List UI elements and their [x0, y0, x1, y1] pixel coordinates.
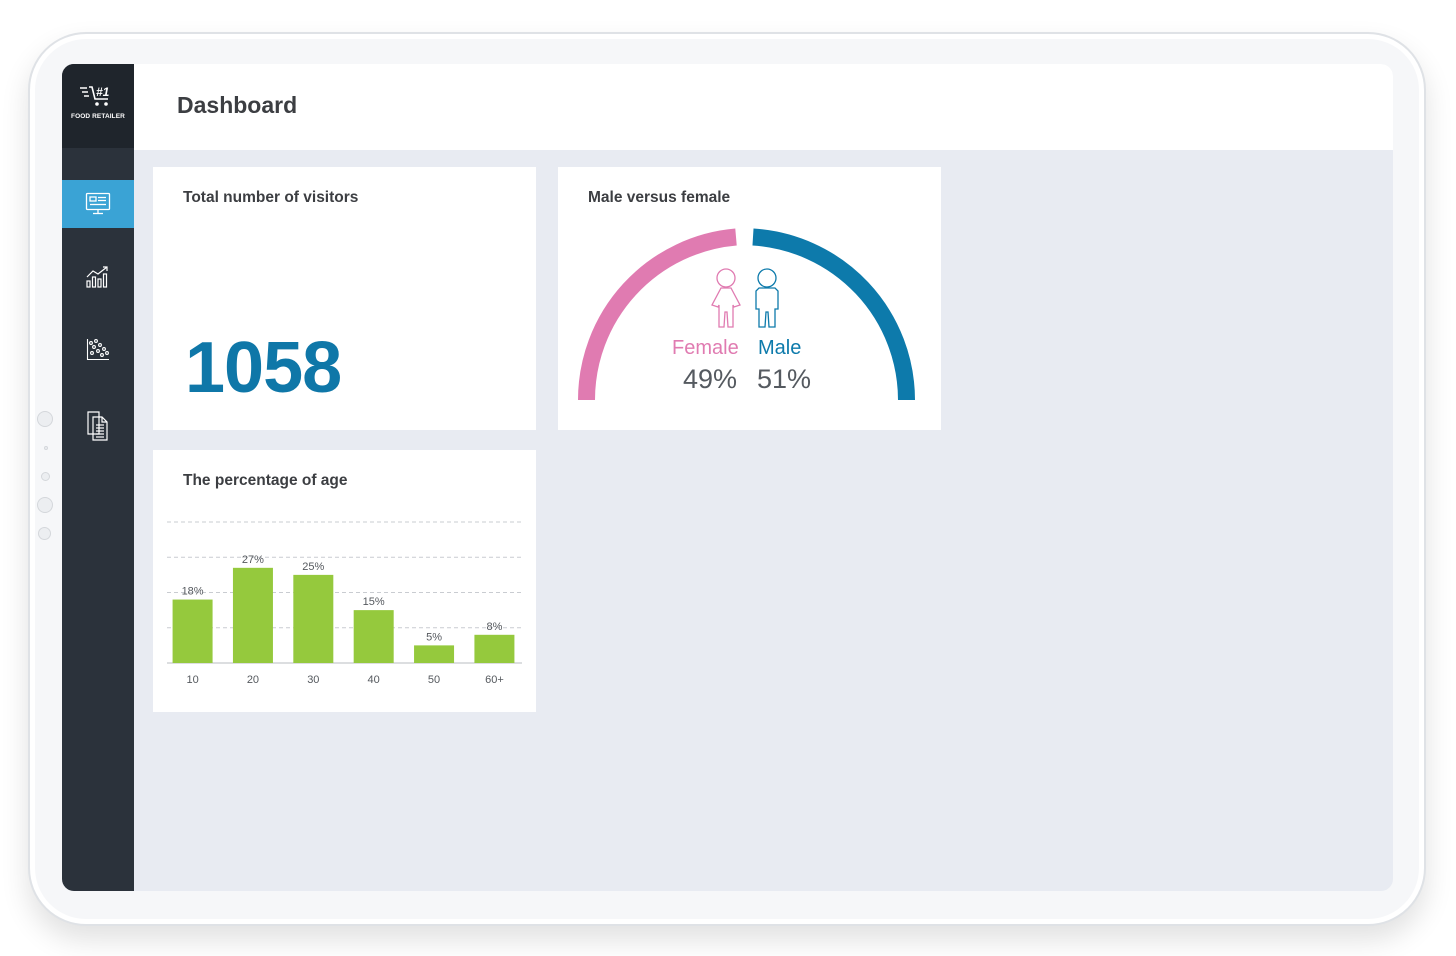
bar[interactable] — [232, 567, 273, 663]
male-label: Male — [758, 337, 802, 359]
x-tick-label: 20 — [247, 674, 259, 686]
tablet-side-button — [38, 527, 51, 540]
bar-value-label: 5% — [426, 631, 442, 643]
gender-gauge — [578, 228, 915, 401]
cart-icon: #1 — [80, 85, 110, 106]
x-tick-label: 50 — [428, 674, 440, 686]
tablet-side-button — [41, 472, 50, 481]
female-percent: 49% — [683, 364, 738, 394]
age-bar-chart: 18% 10 27% 20 25% 30 15% 40 5% 50 8% 60+ — [167, 521, 522, 686]
bar-value-label: 8% — [486, 621, 502, 633]
bar-value-label: 18% — [182, 586, 204, 598]
visitors-count: 1058 — [185, 328, 342, 408]
visitors-card: Total number of visitors 1058 — [153, 167, 536, 430]
logo-text: FOOD RETAILER — [71, 113, 125, 120]
bar-value-label: 27% — [242, 554, 264, 566]
card-title: The percentage of age — [183, 472, 348, 489]
tablet-side-button — [37, 411, 53, 427]
male-arc — [752, 228, 915, 401]
x-tick-label: 30 — [307, 674, 319, 686]
documents-icon — [87, 411, 108, 441]
dashboard-monitor-icon — [85, 192, 111, 215]
age-card: The percentage of age 18% 10 27% 20 25% 30 15%… — [153, 450, 536, 712]
bar[interactable] — [353, 610, 394, 663]
bar[interactable] — [414, 645, 455, 663]
header: Dashboard — [134, 64, 1393, 150]
scatter-plot-icon — [86, 339, 109, 361]
x-tick-label: 40 — [368, 674, 380, 686]
card-title: Total number of visitors — [183, 189, 359, 206]
svg-text:#1: #1 — [96, 85, 110, 99]
x-tick-label: 10 — [186, 674, 198, 686]
sidebar-item-reports[interactable] — [62, 402, 134, 450]
sidebar-item-analytics[interactable] — [62, 253, 134, 301]
female-icon — [711, 268, 741, 328]
bar[interactable] — [474, 634, 515, 663]
female-label: Female — [672, 337, 739, 359]
bar[interactable] — [172, 599, 213, 663]
male-icon — [755, 268, 779, 328]
sidebar-item-scatter[interactable] — [62, 326, 134, 374]
x-tick-label: 60+ — [485, 674, 504, 686]
bar[interactable] — [293, 574, 334, 663]
app-screen: #1 FOOD RETAILER — [62, 64, 1393, 891]
female-arc — [578, 228, 737, 401]
logo[interactable]: #1 FOOD RETAILER — [62, 64, 134, 148]
bar-chart-icon — [86, 266, 108, 288]
sidebar-item-dashboard[interactable] — [62, 180, 134, 228]
tablet-side-button — [37, 497, 53, 513]
card-title: Male versus female — [588, 189, 731, 206]
bar-value-label: 15% — [363, 596, 385, 608]
sidebar: #1 FOOD RETAILER — [62, 64, 134, 891]
page-title: Dashboard — [177, 92, 298, 118]
bar-value-label: 25% — [302, 561, 324, 573]
tablet-side-button — [44, 446, 48, 450]
gender-card: Male versus female Female Male 49% 51% — [558, 167, 941, 430]
male-percent: 51% — [757, 364, 812, 394]
